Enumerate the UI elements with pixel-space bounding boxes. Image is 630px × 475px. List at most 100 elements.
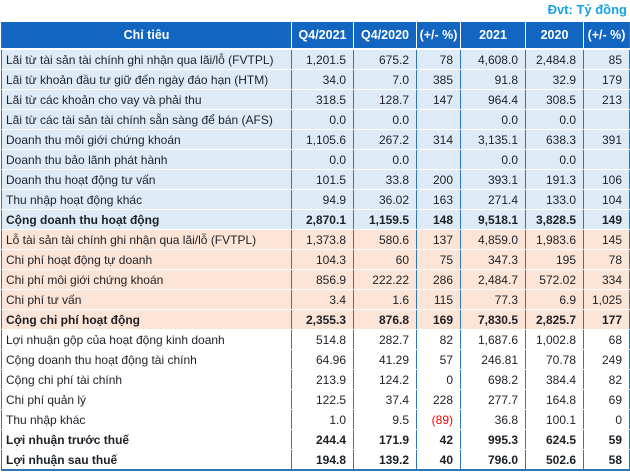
cell-value: 122.5 bbox=[291, 389, 354, 410]
row-label: Doanh thu môi giới chứng khoán bbox=[1, 129, 292, 150]
cell-value: 1,687.6 bbox=[460, 329, 526, 350]
cell-value: 78 bbox=[583, 249, 630, 270]
cell-value: 164.8 bbox=[525, 389, 584, 410]
table-row: Doanh thu môi giới chứng khoán 1,105.6 267… bbox=[1, 129, 630, 150]
cell-value: 59 bbox=[583, 429, 630, 450]
row-label: Lợi nhuận gộp của hoạt động kinh doanh bbox=[1, 329, 292, 350]
cell-value: 314 bbox=[416, 129, 461, 150]
cell-value: 0.0 bbox=[353, 149, 417, 170]
cell-value: 1,002.8 bbox=[525, 329, 584, 350]
row-label: Doanh thu hoạt động tư vấn bbox=[1, 169, 292, 190]
table-row: Doanh thu bảo lãnh phát hành 0.0 0.0 0.0 0.0 bbox=[1, 149, 630, 170]
cell-value: 177 bbox=[583, 309, 630, 330]
cell-value: 0.0 bbox=[525, 149, 584, 170]
cell-value: 104.3 bbox=[291, 249, 354, 270]
row-label: Lãi từ các tài sản tài chính sẵn sàng để… bbox=[1, 109, 292, 130]
column-header-q4-2021: Q4/2021 bbox=[291, 22, 354, 50]
cell-value: 82 bbox=[583, 369, 630, 390]
cell-value: 0.0 bbox=[460, 149, 526, 170]
row-label: Lãi từ tài sản tài chính ghi nhận qua lã… bbox=[1, 49, 292, 70]
cell-value: 271.4 bbox=[460, 189, 526, 210]
cell-value: 4,608.0 bbox=[460, 49, 526, 70]
cell-value: 145 bbox=[583, 229, 630, 250]
cell-value: 0.0 bbox=[353, 109, 417, 130]
table-row: Thu nhập hoạt động khác 94.9 36.02 163 271.4… bbox=[1, 189, 630, 210]
cell-value: 222.22 bbox=[353, 269, 417, 290]
cell-value: 100.1 bbox=[525, 409, 584, 430]
cell-value: 796.0 bbox=[460, 449, 526, 471]
cell-value: 133.0 bbox=[525, 189, 584, 210]
cell-value: 1.6 bbox=[353, 289, 417, 310]
cell-value: 856.9 bbox=[291, 269, 354, 290]
table-header: Chỉ tiêu Q4/2021 Q4/2020 (+/- %) 2021 20… bbox=[1, 22, 630, 50]
cell-value: 68 bbox=[583, 329, 630, 350]
table-row: Lợi nhuận gộp của hoạt động kinh doanh 51… bbox=[1, 329, 630, 350]
cell-value: 1,983.6 bbox=[525, 229, 584, 250]
cell-value: 6.9 bbox=[525, 289, 584, 310]
cell-value: 37.4 bbox=[353, 389, 417, 410]
cell-value: 2,355.3 bbox=[291, 309, 354, 330]
cell-value: 638.3 bbox=[525, 129, 584, 150]
cell-value: 191.3 bbox=[525, 169, 584, 190]
row-label: Thu nhập khác bbox=[1, 409, 292, 430]
cell-value: 624.5 bbox=[525, 429, 584, 450]
cell-value: 91.8 bbox=[460, 69, 526, 90]
column-header-q4-2020: Q4/2020 bbox=[353, 22, 417, 50]
cell-value: 82 bbox=[416, 329, 461, 350]
cell-value: 698.2 bbox=[460, 369, 526, 390]
cell-value: 572.02 bbox=[525, 269, 584, 290]
row-label: Lãi từ khoản đầu tư giữ đến ngày đáo hạn… bbox=[1, 69, 292, 90]
table-row: Lãi từ khoản đầu tư giữ đến ngày đáo hạn… bbox=[1, 69, 630, 90]
cell-value: 0.0 bbox=[291, 109, 354, 130]
table-row: Doanh thu hoạt động tư vấn 101.5 33.8 200 39… bbox=[1, 169, 630, 190]
table-row: Lợi nhuận trước thuế 244.4 171.9 42 995.3 624… bbox=[1, 429, 630, 450]
cell-value: 1,201.5 bbox=[291, 49, 354, 70]
cell-value: 85 bbox=[583, 49, 630, 70]
cell-value: 200 bbox=[416, 169, 461, 190]
cell-value bbox=[583, 109, 630, 130]
row-label: Cộng chi phí tài chính bbox=[1, 369, 292, 390]
row-label: Chi phí quản lý bbox=[1, 389, 292, 410]
cell-value: 41.29 bbox=[353, 349, 417, 370]
cell-value: 57 bbox=[416, 349, 461, 370]
cell-value: 32.9 bbox=[525, 69, 584, 90]
cell-value: 163 bbox=[416, 189, 461, 210]
financial-results-table: Chỉ tiêu Q4/2021 Q4/2020 (+/- %) 2021 20… bbox=[1, 22, 630, 471]
cell-value: 0 bbox=[583, 409, 630, 430]
cell-value: 128.7 bbox=[353, 89, 417, 110]
row-label: Doanh thu bảo lãnh phát hành bbox=[1, 149, 292, 170]
cell-value: 286 bbox=[416, 269, 461, 290]
row-label: Chi phí tư vấn bbox=[1, 289, 292, 310]
row-label: Lãi từ các khoản cho vay và phải thu bbox=[1, 89, 292, 110]
cell-value: 580.6 bbox=[353, 229, 417, 250]
cell-value: 69 bbox=[583, 389, 630, 410]
cell-value: 149 bbox=[583, 209, 630, 230]
cell-value: 42 bbox=[416, 429, 461, 450]
cell-value: 0.0 bbox=[291, 149, 354, 170]
cell-value: 514.8 bbox=[291, 329, 354, 350]
table-row: Lỗ tài sản tài chính ghi nhận qua lãi/lỗ… bbox=[1, 229, 630, 250]
cell-value: 249 bbox=[583, 349, 630, 370]
column-header-pct-year: (+/- %) bbox=[583, 22, 630, 50]
cell-value: 2,870.1 bbox=[291, 209, 354, 230]
cell-value: 246.81 bbox=[460, 349, 526, 370]
cell-value: 58 bbox=[583, 449, 630, 471]
cell-value: 391 bbox=[583, 129, 630, 150]
cell-value: 33.8 bbox=[353, 169, 417, 190]
cell-value: 0 bbox=[416, 369, 461, 390]
cell-value: 1,025 bbox=[583, 289, 630, 310]
cell-value: 195 bbox=[525, 249, 584, 270]
cell-value: 94.9 bbox=[291, 189, 354, 210]
cell-value: 77.3 bbox=[460, 289, 526, 310]
table-row: Lãi từ các khoản cho vay và phải thu 318.… bbox=[1, 89, 630, 110]
cell-value: 675.2 bbox=[353, 49, 417, 70]
cell-value: 40 bbox=[416, 449, 461, 471]
cell-value: 7.0 bbox=[353, 69, 417, 90]
cell-value: 169 bbox=[416, 309, 461, 330]
cell-value: 36.02 bbox=[353, 189, 417, 210]
cell-value: 101.5 bbox=[291, 169, 354, 190]
cell-value: 139.2 bbox=[353, 449, 417, 471]
cell-value: 34.0 bbox=[291, 69, 354, 90]
table-row: Lãi từ tài sản tài chính ghi nhận qua lã… bbox=[1, 49, 630, 70]
